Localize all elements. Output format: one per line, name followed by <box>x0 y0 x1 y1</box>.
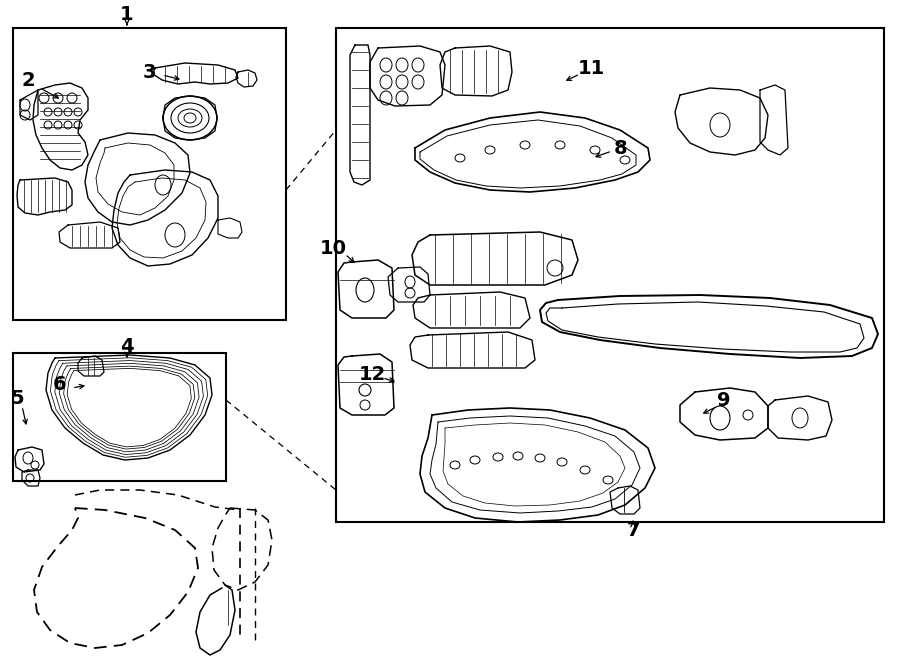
Text: 5: 5 <box>10 389 23 407</box>
Text: 12: 12 <box>358 364 385 383</box>
Text: 4: 4 <box>121 338 134 356</box>
Text: 1: 1 <box>121 5 134 24</box>
Text: 2: 2 <box>22 71 35 89</box>
Text: 8: 8 <box>614 139 628 157</box>
Bar <box>13 353 226 481</box>
Text: 9: 9 <box>717 391 731 410</box>
Bar <box>13 28 286 320</box>
Bar <box>336 28 884 522</box>
Text: 11: 11 <box>578 59 605 77</box>
Text: 6: 6 <box>53 375 67 395</box>
Text: 3: 3 <box>142 63 156 81</box>
Text: 10: 10 <box>320 239 346 258</box>
Text: 7: 7 <box>626 520 640 539</box>
